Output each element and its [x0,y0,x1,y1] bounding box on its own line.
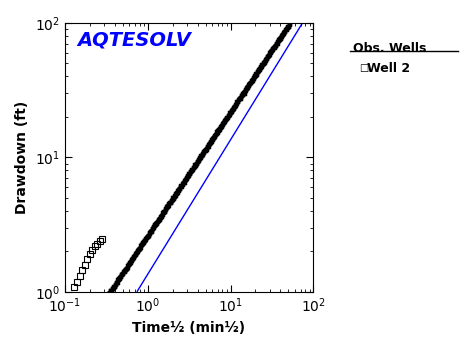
Text: AQTESOLV: AQTESOLV [77,31,191,50]
Text: Well 2: Well 2 [367,62,410,75]
X-axis label: Time½ (min½): Time½ (min½) [133,321,246,335]
Text: □: □ [359,63,368,73]
Y-axis label: Drawdown (ft): Drawdown (ft) [15,101,29,214]
Text: Obs. Wells: Obs. Wells [353,42,426,55]
